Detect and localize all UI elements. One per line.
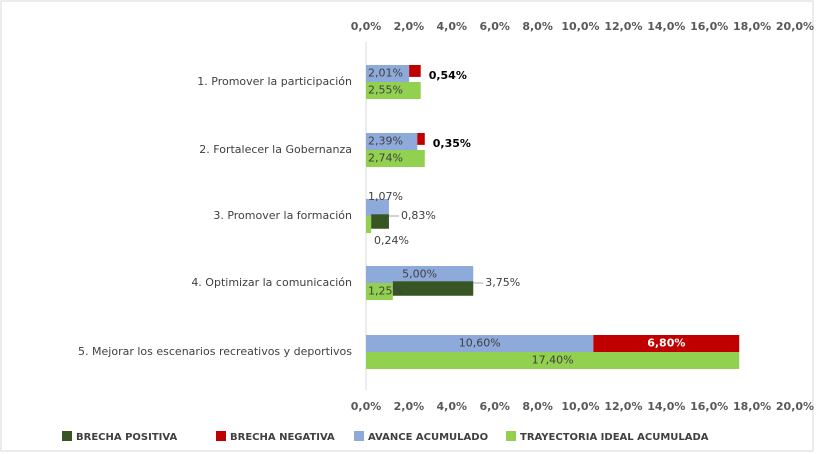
value-label: 2,39% — [368, 135, 403, 148]
value-label: 5,00% — [402, 268, 437, 281]
x-tick-label: 6,0% — [479, 400, 510, 413]
value-label: 0,35% — [433, 137, 471, 150]
x-tick-label: 14,0% — [647, 400, 685, 413]
x-tick-label: 10,0% — [561, 400, 599, 413]
x-tick-label: 8,0% — [522, 400, 553, 413]
value-label: 6,80% — [647, 337, 685, 350]
value-label: 2,55% — [368, 84, 403, 97]
legend-swatch — [62, 431, 72, 441]
bar-trayectoria — [366, 283, 393, 300]
category-label: 4. Optimizar la comunicación — [191, 276, 352, 289]
legend-label: BRECHA NEGATIVA — [230, 432, 335, 443]
bar-brecha-negativa — [417, 133, 425, 145]
legend-swatch — [216, 431, 226, 441]
legend-label: AVANCE ACUMULADO — [368, 432, 488, 443]
bar-brecha-positiva — [371, 214, 389, 229]
x-tick-label: 16,0% — [690, 20, 728, 33]
x-tick-label: 20,0% — [776, 20, 814, 33]
value-label: 10,60% — [459, 337, 501, 350]
value-label: 2,74% — [368, 152, 403, 165]
value-label: 1,25% — [368, 285, 403, 298]
bar-brecha-positiva — [392, 281, 474, 296]
legend-swatch — [506, 431, 516, 441]
bar-avance — [366, 65, 410, 82]
x-tick-label: 0,0% — [351, 400, 382, 413]
bar-avance — [366, 266, 474, 283]
category-label: 1. Promover la participación — [197, 75, 352, 88]
value-label: 1,07% — [368, 190, 403, 203]
value-label: 17,40% — [532, 354, 574, 367]
bar-trayectoria — [366, 82, 421, 99]
bar-trayectoria — [366, 352, 740, 369]
bar-trayectoria — [366, 150, 425, 167]
x-tick-label: 18,0% — [733, 400, 771, 413]
x-tick-label: 18,0% — [733, 20, 771, 33]
value-label: 0,24% — [374, 234, 409, 247]
value-label: 0,54% — [429, 69, 467, 82]
legend-swatch — [354, 431, 364, 441]
category-label: 5. Mejorar los escenarios recreativos y … — [78, 345, 352, 358]
x-tick-label: 20,0% — [776, 400, 814, 413]
category-label: 3. Promover la formación — [213, 209, 352, 222]
bar-avance — [366, 133, 418, 150]
x-tick-label: 16,0% — [690, 400, 728, 413]
bar-trayectoria — [366, 216, 372, 233]
bar-brecha-negativa — [409, 65, 421, 77]
bar-avance — [366, 335, 594, 352]
x-tick-label: 2,0% — [394, 400, 425, 413]
category-label: 2. Fortalecer la Gobernanza — [199, 143, 352, 156]
value-label: 3,75% — [485, 276, 520, 289]
x-tick-label: 10,0% — [561, 20, 599, 33]
x-tick-label: 0,0% — [351, 20, 382, 33]
x-tick-label: 2,0% — [394, 20, 425, 33]
x-tick-label: 12,0% — [604, 20, 642, 33]
x-tick-label: 4,0% — [437, 400, 468, 413]
x-tick-label: 12,0% — [604, 400, 642, 413]
bar-avance — [366, 199, 389, 216]
legend-label: TRAYECTORIA IDEAL ACUMULADA — [520, 432, 709, 443]
x-tick-label: 6,0% — [479, 20, 510, 33]
legend-label: BRECHA POSITIVA — [76, 432, 177, 443]
x-tick-label: 8,0% — [522, 20, 553, 33]
x-tick-label: 4,0% — [437, 20, 468, 33]
bar-brecha-negativa — [593, 335, 740, 352]
value-label: 2,01% — [368, 67, 403, 80]
x-tick-label: 14,0% — [647, 20, 685, 33]
value-label: 0,83% — [401, 209, 436, 222]
